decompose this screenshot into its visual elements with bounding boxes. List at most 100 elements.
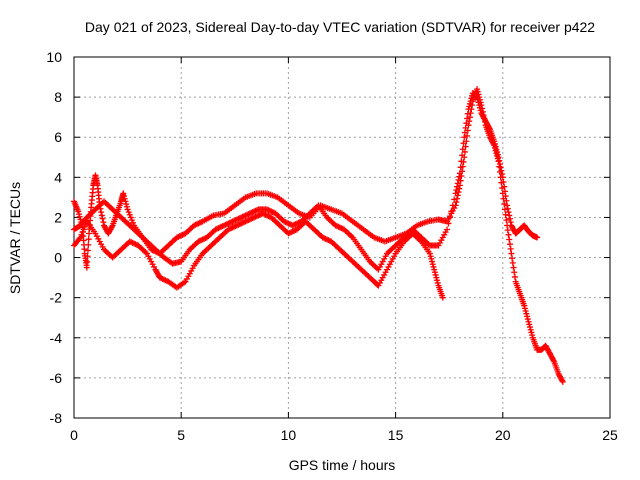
- data-point: [454, 180, 461, 187]
- data-point: [492, 143, 499, 150]
- x-tick-label: 10: [281, 427, 297, 443]
- data-point: [458, 158, 465, 165]
- data-point: [77, 216, 84, 223]
- data-point: [466, 114, 473, 121]
- data-point: [529, 332, 536, 339]
- y-tick-label: 4: [54, 169, 62, 185]
- data-point: [462, 124, 469, 131]
- data-point: [511, 273, 518, 280]
- data-point: [454, 183, 461, 190]
- data-point: [475, 99, 482, 106]
- data-point: [499, 174, 506, 181]
- data-point: [83, 264, 90, 271]
- y-tick-label: -2: [50, 290, 63, 306]
- series-track-c: [71, 210, 446, 301]
- data-point: [524, 316, 531, 323]
- y-tick-label: 2: [54, 209, 62, 225]
- x-tick-label: 20: [495, 427, 511, 443]
- data-point: [445, 220, 452, 227]
- data-point: [431, 269, 438, 276]
- data-point: [509, 259, 516, 266]
- axis-ticks: [73, 56, 611, 419]
- data-point: [85, 236, 92, 243]
- data-point: [495, 154, 502, 161]
- data-point: [462, 143, 469, 150]
- data-point: [77, 234, 84, 241]
- data-point: [523, 310, 530, 317]
- data-point: [509, 255, 516, 262]
- data-point: [474, 94, 481, 101]
- data-point: [434, 277, 441, 284]
- data-point: [507, 245, 514, 252]
- y-tick-label: 0: [54, 250, 62, 266]
- x-tick-label: 25: [602, 427, 618, 443]
- y-tick-label: 10: [46, 49, 62, 65]
- data-point: [506, 215, 513, 222]
- data-point: [129, 219, 136, 226]
- data-point: [429, 261, 436, 268]
- x-tick-label: 15: [388, 427, 404, 443]
- data-point: [76, 235, 83, 242]
- data-point: [476, 104, 483, 111]
- data-point: [502, 193, 509, 200]
- y-tick-labels: -8 -6 -4 -2 0 2 4 6 8 10: [46, 49, 62, 426]
- data-point: [456, 173, 463, 180]
- data-point: [108, 223, 115, 230]
- data-point: [501, 183, 508, 190]
- data-point: [84, 253, 91, 260]
- data-point: [85, 241, 92, 248]
- data-point: [525, 318, 532, 325]
- data-point: [98, 212, 105, 219]
- data-point: [527, 326, 534, 333]
- x-tick-label: 5: [177, 427, 185, 443]
- data-point: [464, 115, 471, 122]
- data-point: [503, 197, 510, 204]
- data-point: [461, 134, 468, 141]
- data-point: [76, 213, 83, 220]
- data-point: [468, 95, 475, 102]
- data-point: [459, 146, 466, 153]
- y-tick-label: -6: [50, 370, 63, 386]
- grid: [74, 57, 610, 418]
- data-point: [474, 96, 481, 103]
- data-point: [493, 146, 500, 153]
- data-point: [453, 187, 460, 194]
- data-point: [463, 120, 470, 127]
- data-point: [496, 157, 503, 164]
- y-tick-label: 6: [54, 129, 62, 145]
- data-marks: [71, 86, 566, 385]
- data-point: [504, 205, 511, 212]
- data-point: [456, 170, 463, 177]
- data-point: [125, 209, 132, 216]
- data-point: [534, 234, 541, 241]
- data-point: [81, 223, 88, 230]
- data-point: [496, 160, 503, 167]
- y-tick-label: 8: [54, 89, 62, 105]
- data-point: [439, 294, 446, 301]
- data-point: [80, 226, 87, 233]
- data-point: [506, 212, 513, 219]
- plot-frame: [73, 56, 611, 419]
- data-point: [494, 148, 501, 155]
- data-point: [430, 263, 437, 270]
- data-point: [123, 201, 130, 208]
- data-point: [501, 201, 508, 208]
- data-point: [84, 258, 91, 265]
- data-point: [476, 102, 483, 109]
- data-point: [121, 193, 128, 200]
- data-point: [521, 305, 528, 312]
- data-point: [429, 258, 436, 265]
- data-point: [498, 167, 505, 174]
- data-point: [510, 264, 517, 271]
- x-tick-labels: 0 5 10 15 20 25: [70, 427, 618, 443]
- data-point: [503, 217, 510, 224]
- data-point: [505, 231, 512, 238]
- chart-title: Day 021 of 2023, Sidereal Day-to-day VTE…: [85, 19, 595, 35]
- data-point: [466, 103, 473, 110]
- data-point: [464, 132, 471, 139]
- data-point: [467, 110, 474, 117]
- data-point: [491, 138, 498, 145]
- data-point: [126, 211, 133, 218]
- data-point: [467, 98, 474, 105]
